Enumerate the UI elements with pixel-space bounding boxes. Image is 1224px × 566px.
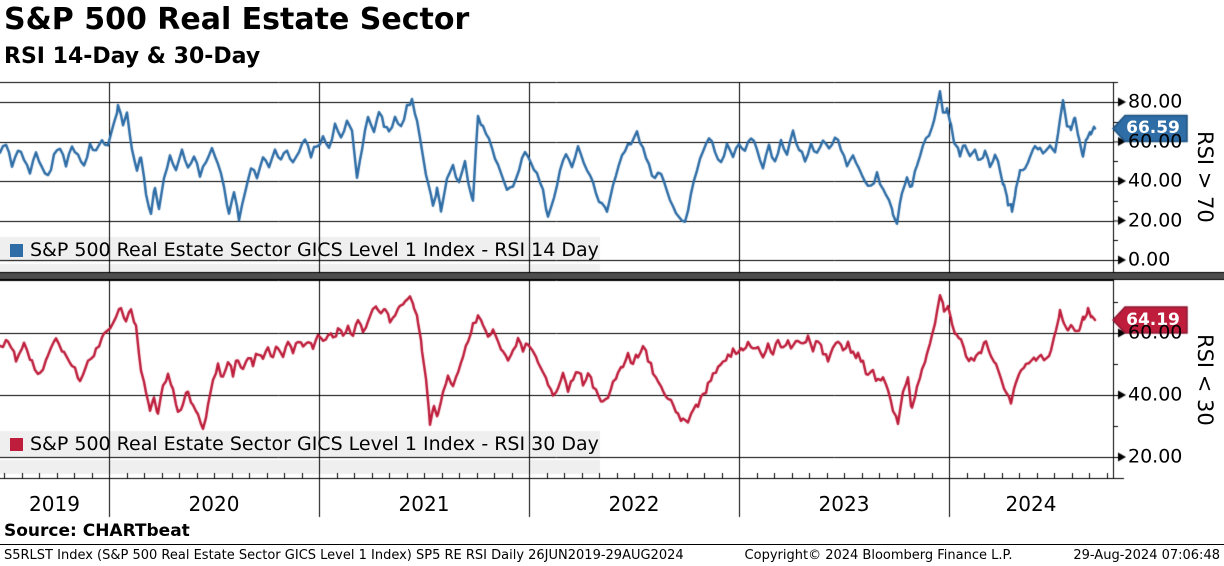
x-tick-label: 2024 [1005, 492, 1057, 516]
page-subtitle: RSI 14-Day & 30-Day [4, 44, 261, 69]
source-label: Source: CHARTbeat [4, 521, 190, 541]
axis-annotation-rsi-above-70: RSI > 70 [1193, 131, 1217, 223]
y-tick-label: 0.00 [1128, 248, 1171, 271]
legend-swatch-rsi30-icon [10, 437, 23, 451]
legend-swatch-rsi14-icon [10, 243, 23, 257]
legend-label-rsi14: S&P 500 Real Estate Sector GICS Level 1 … [30, 239, 599, 261]
y-tick-label: 20.00 [1128, 445, 1183, 468]
last-value-tag-rsi30: 64.19 [1126, 310, 1180, 330]
page-title: S&P 500 Real Estate Sector [4, 2, 470, 37]
legend-rsi30: S&P 500 Real Estate Sector GICS Level 1 … [10, 433, 599, 455]
x-tick-label: 2021 [398, 492, 450, 516]
x-tick-label: 2022 [608, 492, 660, 516]
last-value-tag-rsi14: 66.59 [1126, 118, 1180, 139]
axis-annotation-rsi-below-30: RSI < 30 [1193, 334, 1217, 426]
x-tick-label: 2020 [188, 492, 240, 516]
x-tick-label: 2019 [29, 492, 80, 516]
footer-timestamp: 29-Aug-2024 07:06:48 [1073, 547, 1220, 563]
footer-copyright: Copyright© 2024 Bloomberg Finance L.P. [744, 547, 1013, 563]
y-tick-label: 60.00 [1128, 130, 1183, 153]
legend-label-rsi30: S&P 500 Real Estate Sector GICS Level 1 … [30, 433, 599, 455]
legend-rsi14: S&P 500 Real Estate Sector GICS Level 1 … [10, 239, 599, 261]
y-tick-label: 20.00 [1128, 209, 1183, 232]
y-tick-label: 60.00 [1128, 321, 1183, 344]
footer-bar: S5RLST Index (S&P 500 Real Estate Sector… [0, 544, 1224, 565]
y-tick-label: 40.00 [1128, 169, 1183, 192]
y-tick-label: 40.00 [1128, 383, 1183, 406]
x-tick-label: 2023 [818, 492, 870, 516]
y-tick-label: 80.00 [1128, 90, 1183, 113]
footer-ticker-description: S5RLST Index (S&P 500 Real Estate Sector… [4, 547, 684, 563]
